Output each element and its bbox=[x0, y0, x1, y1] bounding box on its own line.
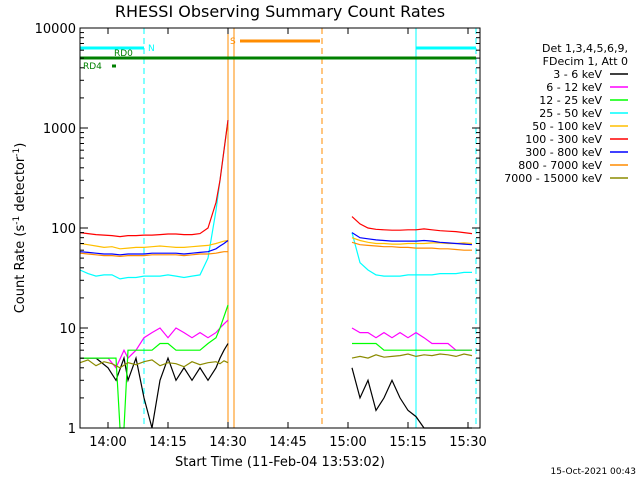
legend-label-8: 7000 - 15000 keV bbox=[504, 172, 602, 185]
status-bar-label-0: N bbox=[148, 44, 155, 54]
legend-label-6: 300 - 800 keV bbox=[525, 146, 602, 159]
status-bar-label-3: RD0 bbox=[114, 49, 133, 59]
status-bar-2 bbox=[240, 39, 320, 43]
legend-label-0: 3 - 6 keV bbox=[553, 68, 602, 81]
series-line-3-1 bbox=[351, 232, 472, 277]
legend-label-4: 50 - 100 keV bbox=[532, 120, 602, 133]
y-tick-label-2: 100 bbox=[51, 222, 76, 237]
series-line-2-0 bbox=[80, 304, 229, 429]
status-bar-3 bbox=[80, 56, 476, 60]
y-axis-label-sup2: -1 bbox=[12, 148, 22, 157]
y-axis-label-mid: detector bbox=[13, 156, 28, 216]
series-line-5-0 bbox=[79, 120, 229, 238]
legend-header-1: FDecim 1, Att 0 bbox=[543, 55, 628, 68]
series-line-0-1 bbox=[351, 367, 472, 429]
x-tick-label-6: 15:30 bbox=[449, 435, 486, 450]
legend-label-5: 100 - 300 keV bbox=[525, 133, 602, 146]
x-axis-ticks: 14:00 14:15 14:30 14:45 15:00 15:15 15:30 bbox=[89, 28, 487, 450]
y-tick-label-4: 10000 bbox=[35, 22, 76, 37]
legend-label-7: 800 - 7000 keV bbox=[518, 159, 602, 172]
series-line-4-0 bbox=[79, 239, 229, 250]
series-line-1-1 bbox=[351, 327, 472, 351]
plot-frame bbox=[79, 27, 481, 429]
status-bar-1 bbox=[416, 46, 476, 50]
legend-label-2: 12 - 25 keV bbox=[539, 94, 602, 107]
series-line-8-0 bbox=[79, 359, 229, 369]
series-line-7-0 bbox=[79, 251, 228, 258]
series-line-0-0 bbox=[80, 343, 229, 429]
legend-header-0: Det 1,3,4,5,6,9, bbox=[542, 42, 628, 55]
y-axis-label: Count Rate (s-1 detector-1) bbox=[12, 143, 28, 314]
legend-label-3: 25 - 50 keV bbox=[539, 107, 602, 120]
series-line-3-0 bbox=[79, 120, 229, 280]
y-axis-label-end: ) bbox=[13, 143, 28, 148]
legend: Det 1,3,4,5,6,9,FDecim 1, Att 03 - 6 keV… bbox=[504, 42, 628, 185]
series-line-5-1 bbox=[351, 216, 473, 235]
y-axis-ticks: 1 10 100 1000 10000 bbox=[35, 22, 480, 437]
x-tick-label-2: 14:30 bbox=[209, 435, 246, 450]
y-tick-label-3: 1000 bbox=[43, 122, 76, 137]
x-tick-label-3: 14:45 bbox=[269, 435, 306, 450]
y-axis-label-sup1: -1 bbox=[12, 216, 22, 225]
x-tick-label-0: 14:00 bbox=[89, 435, 126, 450]
series-line-8-1 bbox=[351, 353, 473, 359]
x-tick-label-5: 15:15 bbox=[389, 435, 426, 450]
series-line-1-0 bbox=[80, 319, 229, 369]
x-tick-label-4: 15:00 bbox=[329, 435, 366, 450]
x-axis-label: Start Time (11-Feb-04 13:53:02) bbox=[175, 455, 385, 470]
chart-title: RHESSI Observing Summary Count Rates bbox=[115, 2, 445, 21]
series-line-6-0 bbox=[79, 240, 229, 256]
y-tick-label-1: 10 bbox=[59, 322, 76, 337]
status-bar-label-2: S bbox=[230, 37, 236, 47]
timestamp: 15-Oct-2021 00:43 bbox=[551, 467, 636, 477]
legend-label-1: 6 - 12 keV bbox=[546, 81, 602, 94]
status-bar-4 bbox=[112, 64, 116, 68]
status-bar-label-4: RD4 bbox=[83, 62, 102, 72]
status-bar-0 bbox=[80, 46, 144, 50]
plot-area: NNSRD0RD4 bbox=[79, 28, 477, 429]
series-line-6-1 bbox=[351, 232, 473, 246]
y-axis-label-main: Count Rate (s bbox=[13, 225, 28, 314]
x-tick-label-1: 14:15 bbox=[149, 435, 186, 450]
series-line-7-1 bbox=[351, 241, 472, 251]
y-tick-label-0: 1 bbox=[68, 422, 76, 437]
series-line-2-1 bbox=[352, 342, 472, 351]
